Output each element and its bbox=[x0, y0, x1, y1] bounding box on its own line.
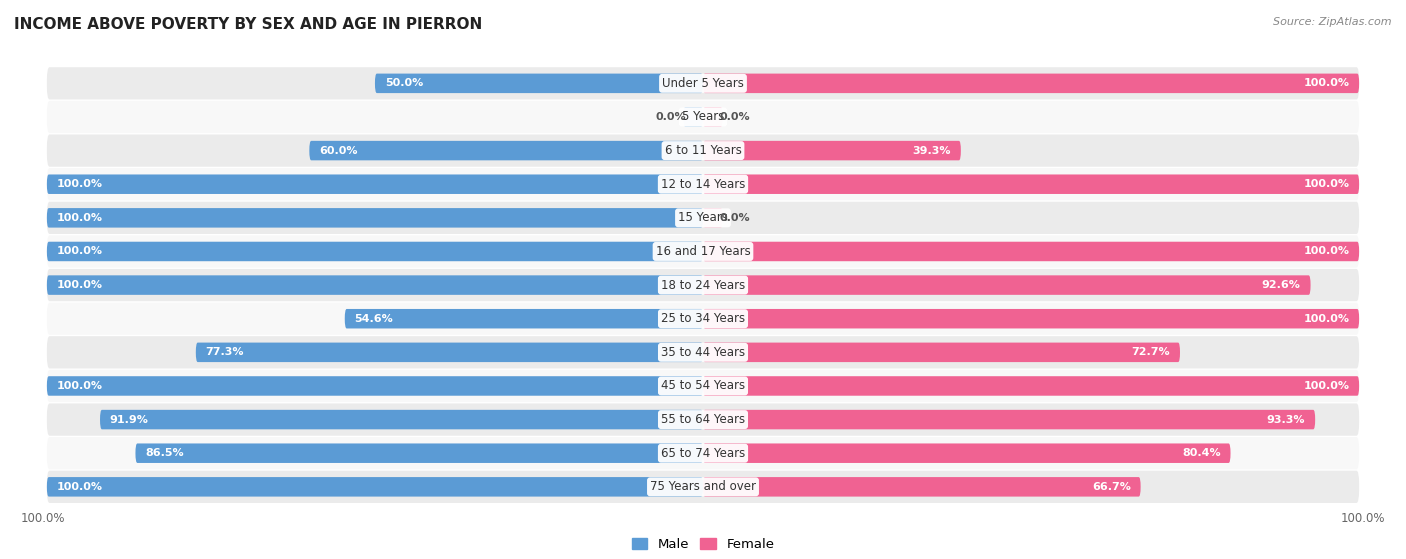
Text: 77.3%: 77.3% bbox=[205, 347, 245, 357]
Text: 100.0%: 100.0% bbox=[1303, 381, 1350, 391]
Text: 100.0%: 100.0% bbox=[56, 247, 103, 257]
Text: 100.0%: 100.0% bbox=[56, 280, 103, 290]
Text: 100.0%: 100.0% bbox=[21, 512, 65, 525]
FancyBboxPatch shape bbox=[46, 370, 1360, 402]
FancyBboxPatch shape bbox=[703, 376, 1360, 396]
Text: 100.0%: 100.0% bbox=[1303, 314, 1350, 324]
FancyBboxPatch shape bbox=[46, 208, 703, 228]
FancyBboxPatch shape bbox=[344, 309, 703, 329]
FancyBboxPatch shape bbox=[46, 437, 1360, 470]
FancyBboxPatch shape bbox=[46, 241, 703, 261]
Text: Source: ZipAtlas.com: Source: ZipAtlas.com bbox=[1274, 17, 1392, 27]
FancyBboxPatch shape bbox=[703, 410, 1315, 429]
Text: 39.3%: 39.3% bbox=[912, 145, 950, 155]
Text: 0.0%: 0.0% bbox=[657, 112, 686, 122]
FancyBboxPatch shape bbox=[46, 336, 1360, 368]
FancyBboxPatch shape bbox=[683, 107, 703, 127]
Text: 35 to 44 Years: 35 to 44 Years bbox=[661, 346, 745, 359]
FancyBboxPatch shape bbox=[46, 168, 1360, 200]
Text: 16 and 17 Years: 16 and 17 Years bbox=[655, 245, 751, 258]
FancyBboxPatch shape bbox=[703, 174, 1360, 194]
FancyBboxPatch shape bbox=[46, 101, 1360, 133]
FancyBboxPatch shape bbox=[46, 471, 1360, 503]
Text: 100.0%: 100.0% bbox=[1341, 512, 1385, 525]
FancyBboxPatch shape bbox=[46, 376, 703, 396]
Text: 45 to 54 Years: 45 to 54 Years bbox=[661, 380, 745, 392]
FancyBboxPatch shape bbox=[703, 443, 1230, 463]
FancyBboxPatch shape bbox=[703, 141, 960, 160]
Text: 100.0%: 100.0% bbox=[56, 179, 103, 189]
Text: 66.7%: 66.7% bbox=[1092, 482, 1130, 492]
FancyBboxPatch shape bbox=[46, 202, 1360, 234]
Legend: Male, Female: Male, Female bbox=[631, 538, 775, 551]
Text: 0.0%: 0.0% bbox=[720, 213, 749, 223]
FancyBboxPatch shape bbox=[46, 174, 703, 194]
Text: 75 Years and over: 75 Years and over bbox=[650, 480, 756, 494]
Text: 15 Years: 15 Years bbox=[678, 211, 728, 224]
FancyBboxPatch shape bbox=[375, 74, 703, 93]
Text: 6 to 11 Years: 6 to 11 Years bbox=[665, 144, 741, 157]
FancyBboxPatch shape bbox=[703, 343, 1180, 362]
FancyBboxPatch shape bbox=[100, 410, 703, 429]
Text: 55 to 64 Years: 55 to 64 Years bbox=[661, 413, 745, 426]
Text: 80.4%: 80.4% bbox=[1182, 448, 1220, 458]
Text: 100.0%: 100.0% bbox=[1303, 179, 1350, 189]
Text: 18 to 24 Years: 18 to 24 Years bbox=[661, 278, 745, 292]
FancyBboxPatch shape bbox=[703, 477, 1140, 496]
FancyBboxPatch shape bbox=[309, 141, 703, 160]
FancyBboxPatch shape bbox=[46, 302, 1360, 335]
FancyBboxPatch shape bbox=[46, 276, 703, 295]
FancyBboxPatch shape bbox=[135, 443, 703, 463]
FancyBboxPatch shape bbox=[703, 74, 1360, 93]
Text: 25 to 34 Years: 25 to 34 Years bbox=[661, 312, 745, 325]
Text: 50.0%: 50.0% bbox=[385, 78, 423, 88]
Text: 92.6%: 92.6% bbox=[1261, 280, 1301, 290]
FancyBboxPatch shape bbox=[703, 309, 1360, 329]
FancyBboxPatch shape bbox=[46, 269, 1360, 301]
FancyBboxPatch shape bbox=[46, 235, 1360, 268]
Text: 86.5%: 86.5% bbox=[145, 448, 184, 458]
FancyBboxPatch shape bbox=[703, 208, 723, 228]
Text: 65 to 74 Years: 65 to 74 Years bbox=[661, 447, 745, 459]
Text: 12 to 14 Years: 12 to 14 Years bbox=[661, 178, 745, 191]
Text: 5 Years: 5 Years bbox=[682, 111, 724, 124]
FancyBboxPatch shape bbox=[46, 404, 1360, 435]
Text: INCOME ABOVE POVERTY BY SEX AND AGE IN PIERRON: INCOME ABOVE POVERTY BY SEX AND AGE IN P… bbox=[14, 17, 482, 32]
Text: 100.0%: 100.0% bbox=[1303, 247, 1350, 257]
Text: Under 5 Years: Under 5 Years bbox=[662, 77, 744, 90]
Text: 100.0%: 100.0% bbox=[1303, 78, 1350, 88]
Text: 100.0%: 100.0% bbox=[56, 213, 103, 223]
FancyBboxPatch shape bbox=[703, 107, 723, 127]
Text: 54.6%: 54.6% bbox=[354, 314, 394, 324]
Text: 0.0%: 0.0% bbox=[720, 112, 749, 122]
Text: 93.3%: 93.3% bbox=[1267, 415, 1305, 425]
FancyBboxPatch shape bbox=[703, 241, 1360, 261]
Text: 91.9%: 91.9% bbox=[110, 415, 149, 425]
FancyBboxPatch shape bbox=[195, 343, 703, 362]
FancyBboxPatch shape bbox=[46, 135, 1360, 167]
Text: 100.0%: 100.0% bbox=[56, 482, 103, 492]
FancyBboxPatch shape bbox=[46, 67, 1360, 100]
FancyBboxPatch shape bbox=[46, 477, 703, 496]
FancyBboxPatch shape bbox=[703, 276, 1310, 295]
Text: 60.0%: 60.0% bbox=[319, 145, 357, 155]
Text: 72.7%: 72.7% bbox=[1132, 347, 1170, 357]
Text: 100.0%: 100.0% bbox=[56, 381, 103, 391]
